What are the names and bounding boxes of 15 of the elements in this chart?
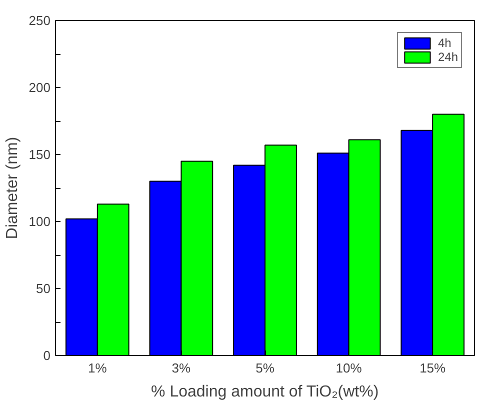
y-tick-label: 100 — [28, 214, 51, 229]
y-tick-label: 50 — [36, 281, 51, 296]
x-axis-title: % Loading amount of TiO₂(wt%) — [151, 384, 379, 400]
y-tick-label: 250 — [28, 13, 51, 28]
y-tick-label: 150 — [28, 147, 51, 162]
x-tick-label: 5% — [256, 360, 275, 376]
y-tick-label: 0 — [43, 348, 51, 363]
x-tick-label: 3% — [172, 360, 192, 376]
x-tick-label: 10% — [336, 360, 362, 376]
y-tick-label: 200 — [28, 80, 51, 95]
legend-label: 24h — [438, 50, 458, 64]
x-tick-label: 15% — [420, 360, 446, 376]
y-axis-title: Diameter (nm) — [4, 136, 21, 240]
x-tick-label: 1% — [88, 360, 108, 376]
legend-label: 4h — [438, 36, 452, 50]
